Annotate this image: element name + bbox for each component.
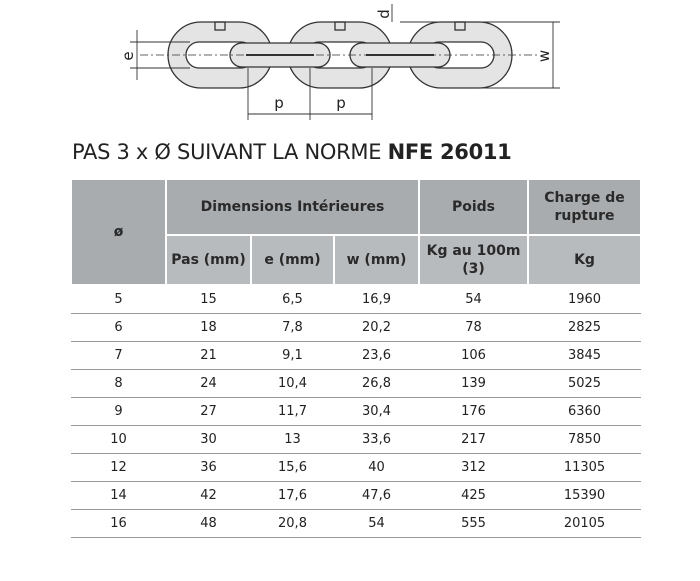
table-row: 9 27 11,7 30,4 176 6360 [71, 397, 642, 426]
label-p: p [336, 94, 346, 112]
label-d: d [375, 9, 393, 19]
table-cell: 312 [419, 453, 529, 482]
table-cell: 20105 [528, 509, 642, 538]
table-cell: 16,9 [334, 285, 420, 314]
table-cell: 20,2 [334, 313, 420, 342]
table-row: 5 15 6,5 16,9 54 1960 [71, 285, 642, 314]
table-cell: 54 [419, 285, 529, 314]
table-cell: 21 [166, 341, 251, 370]
table-row: 7 21 9,1 23,6 106 3845 [71, 341, 642, 370]
table-cell: 27 [166, 397, 251, 426]
table-row: 6 18 7,8 20,2 78 2825 [71, 313, 642, 342]
header-cell: e (mm) [250, 234, 335, 286]
table-cell: 33,6 [334, 425, 420, 454]
chain-diagram: e d w p p [119, 4, 560, 120]
table-cell: 30 [166, 425, 251, 454]
title: PAS 3 x Ø SUIVANT LA NORME NFE 26011 [72, 140, 512, 164]
table-cell: 5025 [528, 369, 642, 398]
table-cell: 425 [419, 481, 529, 510]
table-cell: 17,6 [251, 481, 334, 510]
table-cell: 6,5 [251, 285, 334, 314]
table-cell: 217 [419, 425, 529, 454]
table-cell: 15,6 [251, 453, 334, 482]
table-cell: 36 [166, 453, 251, 482]
table-row: 10 30 13 33,6 217 7850 [71, 425, 642, 454]
table-cell: 40 [334, 453, 420, 482]
header-cell: ø [70, 178, 167, 286]
table-cell: 9,1 [251, 341, 334, 370]
weld [334, 21, 346, 31]
table-row: 12 36 15,6 40 312 11305 [71, 453, 642, 482]
table-cell: 78 [419, 313, 529, 342]
table-cell: 24 [166, 369, 251, 398]
table-cell: 23,6 [334, 341, 420, 370]
table-cell: 9 [71, 397, 166, 426]
table-cell: 16 [71, 509, 166, 538]
label-w: w [535, 50, 553, 62]
header-cell: Charge de rupture [527, 178, 643, 236]
spec-table: ø Dimensions Intérieures Poids Charge de… [70, 178, 643, 538]
table-cell: 47,6 [334, 481, 420, 510]
header-cell: Pas (mm) [165, 234, 252, 286]
title-text: PAS 3 x Ø SUIVANT LA NORME [72, 140, 382, 164]
table-cell: 6 [71, 313, 166, 342]
label-e: e [119, 51, 137, 60]
table-row: 16 48 20,8 54 555 20105 [71, 509, 642, 538]
table-cell: 14 [71, 481, 166, 510]
label-p: p [274, 94, 284, 112]
table-cell: 7850 [528, 425, 642, 454]
table-cell: 11,7 [251, 397, 334, 426]
table-cell: 5 [71, 285, 166, 314]
header-cell: Kg au 100m (3) [418, 234, 530, 286]
table-row: 8 24 10,4 26,8 139 5025 [71, 369, 642, 398]
header-cell: Dimensions Intérieures [164, 178, 421, 236]
table-cell: 7,8 [251, 313, 334, 342]
table-cell: 54 [334, 509, 420, 538]
title-norm: NFE 26011 [387, 140, 512, 164]
table-cell: 13 [251, 425, 334, 454]
table-cell: 2825 [528, 313, 642, 342]
table-body: 5 15 6,5 16,9 54 1960 6 18 7,8 20,2 78 2825 7 21 9,1 23… [71, 285, 642, 538]
table-cell: 555 [419, 509, 529, 538]
table-cell: 139 [419, 369, 529, 398]
table-cell: 106 [419, 341, 529, 370]
table-cell: 10 [71, 425, 166, 454]
table-cell: 1960 [528, 285, 642, 314]
table-cell: 15 [166, 285, 251, 314]
header-cell: w (mm) [332, 234, 421, 286]
table-row: 14 42 17,6 47,6 425 15390 [71, 481, 642, 510]
table-cell: 8 [71, 369, 166, 398]
header-cell: Poids [418, 178, 530, 236]
table-cell: 6360 [528, 397, 642, 426]
table-cell: 26,8 [334, 369, 420, 398]
table-cell: 3845 [528, 341, 642, 370]
table-cell: 7 [71, 341, 166, 370]
table-cell: 18 [166, 313, 251, 342]
table-cell: 20,8 [251, 509, 334, 538]
header-cell: Kg [527, 234, 643, 286]
table-cell: 42 [166, 481, 251, 510]
table-cell: 10,4 [251, 369, 334, 398]
table-cell: 15390 [528, 481, 642, 510]
table-cell: 12 [71, 453, 166, 482]
weld [214, 21, 226, 31]
table-cell: 48 [166, 509, 251, 538]
table-cell: 11305 [528, 453, 642, 482]
table-cell: 176 [419, 397, 529, 426]
table-cell: 30,4 [334, 397, 420, 426]
